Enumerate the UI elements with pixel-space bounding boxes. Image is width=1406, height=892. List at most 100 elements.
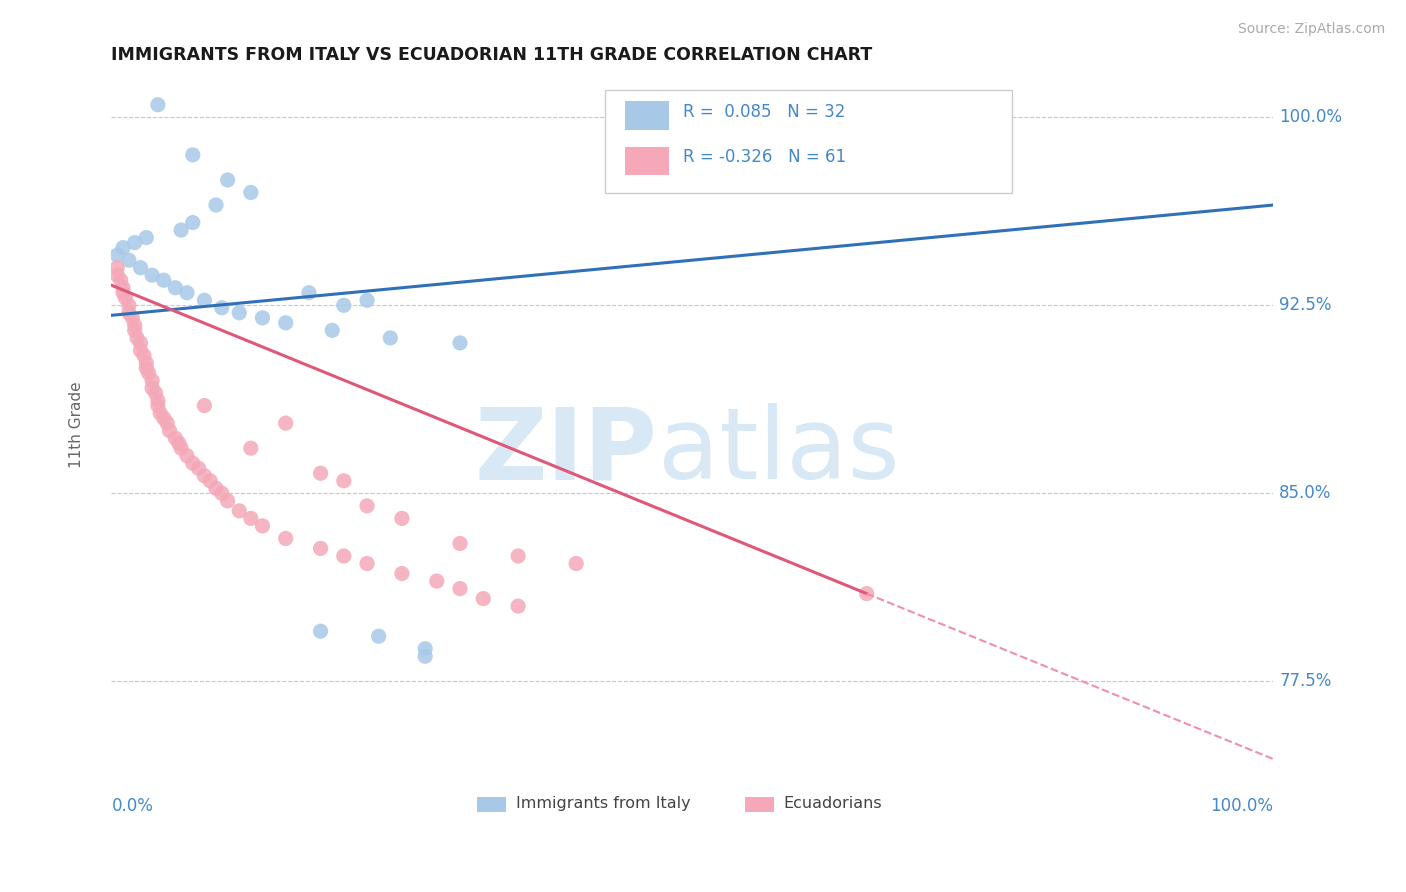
Point <box>413 649 436 664</box>
Text: R = -0.326   N = 61: R = -0.326 N = 61 <box>683 148 846 166</box>
Point <box>114 291 136 305</box>
Point <box>145 386 167 401</box>
Point <box>152 411 174 425</box>
Point <box>181 456 204 470</box>
Point <box>413 641 436 656</box>
FancyBboxPatch shape <box>605 90 1012 194</box>
Point <box>156 416 179 430</box>
Point <box>356 293 378 308</box>
Point <box>449 536 471 550</box>
Text: 85.0%: 85.0% <box>1279 484 1331 502</box>
FancyBboxPatch shape <box>478 797 506 812</box>
Point <box>228 504 250 518</box>
Point <box>124 323 146 337</box>
Point <box>252 310 274 325</box>
Point <box>129 335 152 350</box>
Point <box>170 441 193 455</box>
Point <box>217 173 239 187</box>
Point <box>135 356 157 370</box>
Point <box>333 549 356 563</box>
Point <box>112 241 135 255</box>
Point <box>149 406 172 420</box>
FancyBboxPatch shape <box>626 146 669 176</box>
Point <box>239 186 262 200</box>
Point <box>135 361 157 376</box>
Point <box>167 436 190 450</box>
Point <box>118 253 141 268</box>
Text: Immigrants from Italy: Immigrants from Italy <box>516 796 690 811</box>
Point <box>217 493 239 508</box>
Point <box>205 198 228 212</box>
Text: 0.0%: 0.0% <box>111 797 153 814</box>
Text: 77.5%: 77.5% <box>1279 673 1331 690</box>
Point <box>118 306 141 320</box>
Point <box>211 301 233 315</box>
Point <box>141 374 163 388</box>
Point <box>309 467 332 481</box>
Point <box>110 273 132 287</box>
Point <box>309 541 332 556</box>
Point <box>506 599 529 614</box>
Point <box>129 260 152 275</box>
Point <box>274 532 297 546</box>
Point <box>333 298 356 312</box>
Point <box>152 273 174 287</box>
Point <box>124 235 146 250</box>
Point <box>356 557 378 571</box>
Point <box>105 268 128 283</box>
Point <box>132 348 155 362</box>
Text: 92.5%: 92.5% <box>1279 296 1331 314</box>
Point <box>472 591 495 606</box>
Point <box>426 574 449 588</box>
Point <box>138 366 160 380</box>
Point <box>187 461 209 475</box>
Point <box>193 468 215 483</box>
Point <box>855 586 877 600</box>
Point <box>105 248 128 262</box>
Text: 100.0%: 100.0% <box>1279 108 1343 127</box>
Point <box>181 216 204 230</box>
Point <box>121 310 143 325</box>
Point <box>356 499 378 513</box>
Point <box>165 431 187 445</box>
Point <box>506 549 529 563</box>
Point <box>170 223 193 237</box>
Point <box>125 331 148 345</box>
Point <box>159 424 181 438</box>
Point <box>135 230 157 244</box>
Point <box>112 281 135 295</box>
Point <box>193 293 215 308</box>
Point <box>165 281 187 295</box>
Point <box>176 449 198 463</box>
Point <box>367 629 389 643</box>
Point <box>391 511 413 525</box>
FancyBboxPatch shape <box>626 101 669 130</box>
Point <box>118 298 141 312</box>
Point <box>141 381 163 395</box>
Point <box>146 97 169 112</box>
Point <box>129 343 152 358</box>
FancyBboxPatch shape <box>745 797 773 812</box>
Point <box>198 474 221 488</box>
Point <box>112 285 135 300</box>
Point <box>274 416 297 430</box>
Point <box>239 511 262 525</box>
Text: ZIP: ZIP <box>475 403 658 500</box>
Text: 100.0%: 100.0% <box>1211 797 1274 814</box>
Point <box>252 519 274 533</box>
Text: atlas: atlas <box>658 403 900 500</box>
Point <box>105 260 128 275</box>
Point <box>449 335 471 350</box>
Text: R =  0.085   N = 32: R = 0.085 N = 32 <box>683 103 845 120</box>
Point <box>181 148 204 162</box>
Point <box>449 582 471 596</box>
Text: Source: ZipAtlas.com: Source: ZipAtlas.com <box>1237 22 1385 37</box>
Point <box>380 331 402 345</box>
Point <box>298 285 321 300</box>
Point <box>193 399 215 413</box>
Point <box>146 393 169 408</box>
Point <box>205 481 228 495</box>
Point <box>321 323 343 337</box>
Point <box>211 486 233 500</box>
Point <box>565 557 588 571</box>
